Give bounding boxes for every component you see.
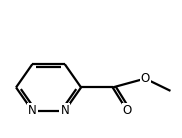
Text: N: N bbox=[60, 104, 69, 117]
Text: O: O bbox=[141, 72, 150, 85]
Text: O: O bbox=[122, 104, 132, 117]
Text: N: N bbox=[28, 104, 37, 117]
